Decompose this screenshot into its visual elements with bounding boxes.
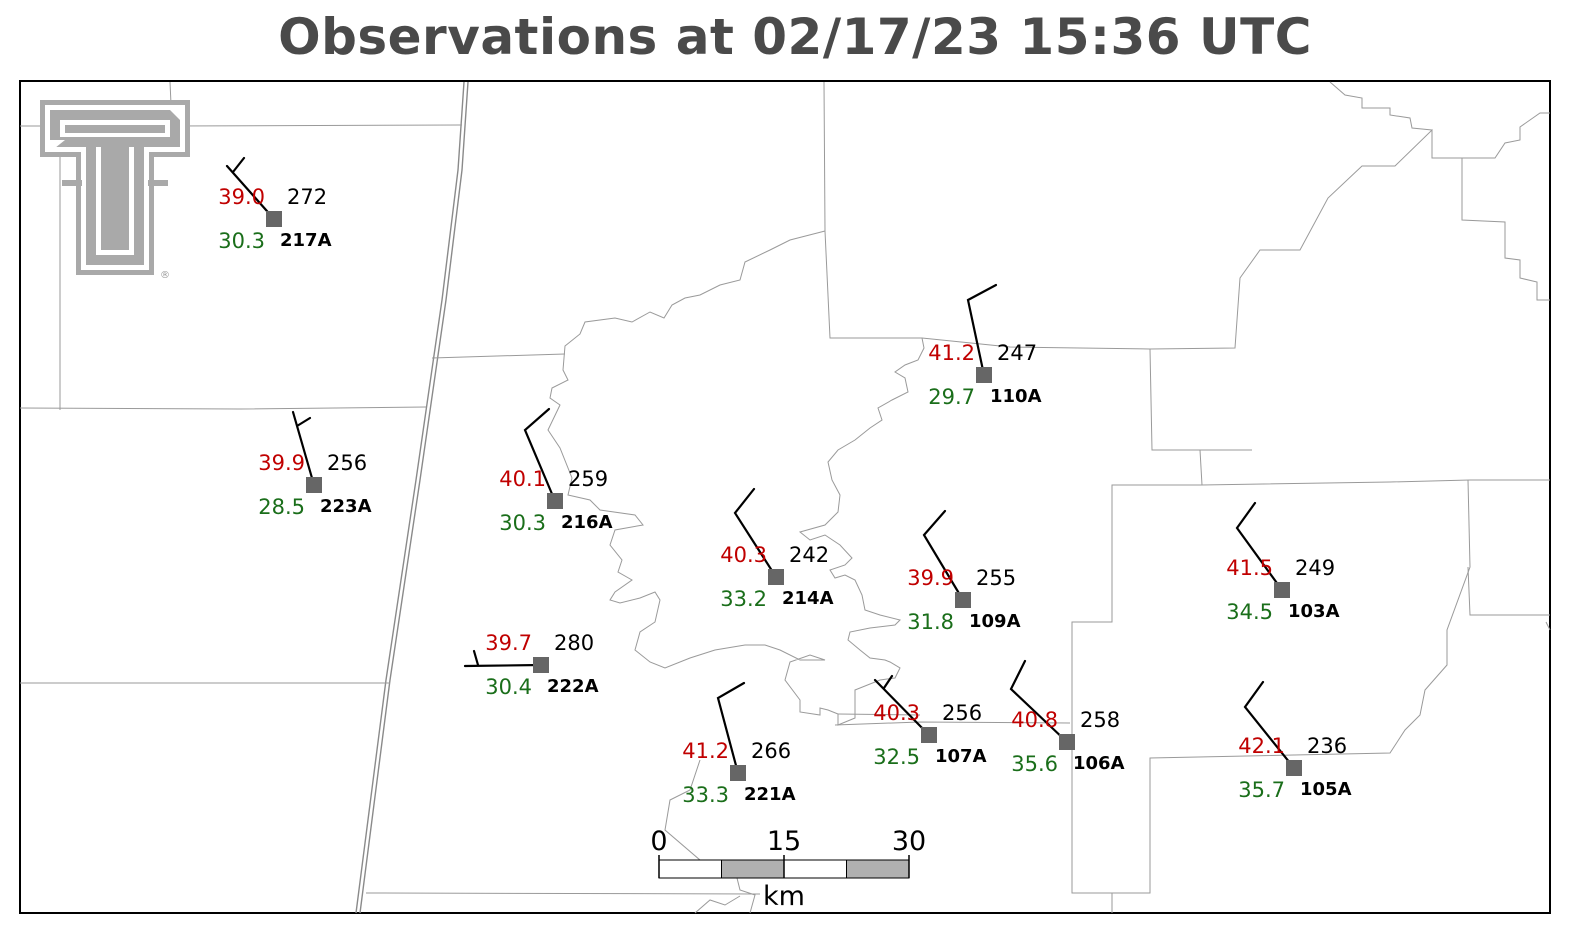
barb-221A [716, 681, 746, 775]
temperature-value: 41.2 [928, 341, 975, 365]
barb-217A [225, 156, 276, 221]
dewpoint-value: 35.6 [1011, 752, 1058, 776]
station-id: 107A [935, 746, 987, 767]
barb-106A [1009, 659, 1069, 744]
station-214A: 40.3 242 33.2 214A [720, 543, 833, 611]
dewpoint-value: 35.7 [1238, 778, 1285, 802]
station-marker [921, 727, 937, 743]
station-id: 216A [561, 512, 613, 533]
temperature-value: 40.1 [499, 467, 546, 491]
map-title: Observations at 02/17/23 15:36 UTC [278, 8, 1312, 66]
barb-222A [463, 649, 543, 668]
station-marker [306, 477, 322, 493]
scale-tick-0: 0 [650, 826, 667, 857]
wind-direction-value: 242 [789, 543, 829, 567]
station-marker [976, 367, 992, 383]
station-marker [1059, 734, 1075, 750]
wind-direction-value: 259 [568, 467, 608, 491]
station-110A: 41.2 247 29.7 110A [928, 341, 1041, 409]
station-marker [768, 569, 784, 585]
dewpoint-value: 33.3 [682, 783, 729, 807]
barb-110A [966, 283, 998, 377]
station-id: 109A [969, 611, 1021, 632]
temperature-value: 39.9 [258, 451, 305, 475]
station-id: 217A [280, 230, 332, 251]
station-id: 222A [547, 676, 599, 697]
scale-bar: 0 15 30 km [650, 826, 926, 912]
barb-223A [291, 410, 316, 487]
station-marker [533, 657, 549, 673]
station-id: 106A [1073, 753, 1125, 774]
temperature-value: 39.7 [485, 631, 532, 655]
temperature-value: 42.1 [1238, 734, 1285, 758]
station-105A: 42.1 236 35.7 105A [1238, 734, 1351, 802]
scale-tick-15: 15 [767, 826, 801, 857]
station-id: 105A [1300, 779, 1352, 800]
wind-direction-value: 249 [1295, 556, 1335, 580]
temperature-value: 39.0 [218, 185, 265, 209]
wind-direction-value: 258 [1080, 708, 1120, 732]
state-boundary-2 [355, 81, 465, 914]
station-id: 214A [782, 588, 834, 609]
barb-214A [733, 487, 778, 579]
station-marker [547, 493, 563, 509]
state-boundary [359, 81, 469, 914]
barb-107A [873, 674, 931, 737]
wind-direction-value: 280 [554, 631, 594, 655]
station-222A: 39.7 280 30.4 222A [485, 631, 598, 699]
station-109A: 39.9 255 31.8 109A [907, 566, 1020, 634]
texas-tech-double-t-logo [40, 100, 190, 275]
temperature-value: 40.3 [873, 701, 920, 725]
temperature-value: 39.9 [907, 566, 954, 590]
wind-direction-value: 255 [976, 566, 1016, 590]
wind-barbs [225, 156, 1296, 775]
station-id: 223A [320, 496, 372, 517]
station-id: 221A [744, 784, 796, 805]
station-216A: 40.1 259 30.3 216A [499, 467, 612, 535]
station-217A: 39.0 272 30.3 217A [218, 185, 331, 253]
station-221A: 41.2 266 33.3 221A [682, 739, 795, 807]
temperature-value: 40.8 [1011, 708, 1058, 732]
barb-109A [922, 509, 965, 602]
temperature-value: 41.5 [1226, 556, 1273, 580]
barb-105A [1243, 680, 1296, 770]
station-marker [730, 765, 746, 781]
station-plots: 39.0 272 30.3 217A 39.9 256 28.5 223A 40.1 259 30.… [218, 185, 1351, 807]
station-106A: 40.8 258 35.6 106A [1011, 708, 1124, 776]
dewpoint-value: 34.5 [1226, 600, 1273, 624]
station-107A: 40.3 256 32.5 107A [873, 701, 986, 769]
dewpoint-value: 30.3 [218, 229, 265, 253]
station-marker [955, 592, 971, 608]
station-103A: 41.5 249 34.5 103A [1226, 556, 1339, 624]
station-id: 103A [1288, 601, 1340, 622]
scale-tick-30: 30 [892, 826, 926, 857]
station-marker [1286, 760, 1302, 776]
station-marker [1274, 582, 1290, 598]
dewpoint-value: 29.7 [928, 385, 975, 409]
dewpoint-value: 30.3 [499, 511, 546, 535]
wind-direction-value: 256 [942, 701, 982, 725]
wind-direction-value: 272 [287, 185, 327, 209]
barb-103A [1235, 501, 1284, 592]
station-id: 110A [990, 386, 1042, 407]
station-marker [266, 211, 282, 227]
wind-direction-value: 266 [751, 739, 791, 763]
dewpoint-value: 28.5 [258, 495, 305, 519]
dewpoint-value: 33.2 [720, 587, 767, 611]
wind-direction-value: 236 [1307, 734, 1347, 758]
dewpoint-value: 31.8 [907, 610, 954, 634]
scale-unit: km [763, 881, 805, 912]
wind-direction-value: 247 [997, 341, 1037, 365]
dewpoint-value: 30.4 [485, 675, 532, 699]
dewpoint-value: 32.5 [873, 745, 920, 769]
temperature-value: 40.3 [720, 543, 767, 567]
temperature-value: 41.2 [682, 739, 729, 763]
wind-direction-value: 256 [327, 451, 367, 475]
registered-mark: ® [160, 270, 170, 281]
station-223A: 39.9 256 28.5 223A [258, 451, 371, 519]
barb-216A [523, 407, 557, 503]
